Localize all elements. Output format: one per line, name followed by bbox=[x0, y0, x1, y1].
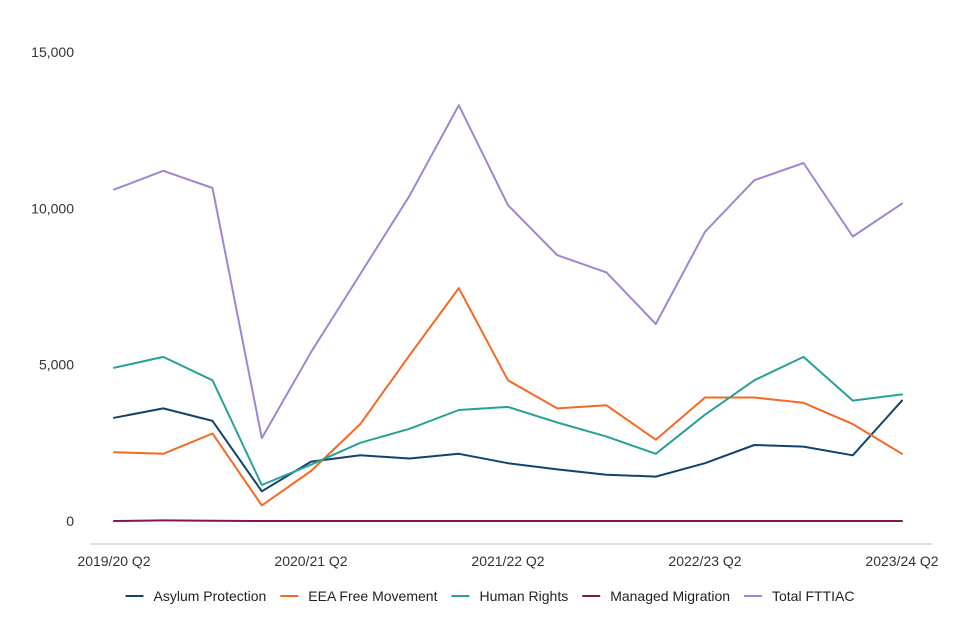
legend-item-total-fttiac: Total FTTIAC bbox=[744, 588, 854, 604]
legend: Asylum Protection EEA Free Movement Human … bbox=[125, 588, 854, 604]
y-axis-tick-labels: 0 5,000 10,000 15,000 bbox=[31, 44, 74, 529]
legend-item-human-rights: Human Rights bbox=[451, 588, 569, 604]
y-tick-label: 0 bbox=[66, 513, 74, 529]
legend-label: Asylum Protection bbox=[154, 588, 267, 604]
x-tick-label: 2023/24 Q2 bbox=[865, 553, 938, 569]
legend-label: EEA Free Movement bbox=[308, 588, 437, 604]
legend-item-eea-free-movement: EEA Free Movement bbox=[280, 588, 438, 604]
legend-item-asylum-protection: Asylum Protection bbox=[125, 588, 267, 604]
x-tick-label: 2020/21 Q2 bbox=[274, 553, 347, 569]
legend-label: Total FTTIAC bbox=[772, 588, 854, 604]
x-tick-label: 2019/20 Q2 bbox=[77, 553, 150, 569]
series-line-human-rights bbox=[113, 355, 903, 486]
y-tick-label: 5,000 bbox=[39, 357, 74, 373]
x-axis-tick-labels: 2019/20 Q2 2020/21 Q2 2021/22 Q2 2022/23 Q2… bbox=[77, 553, 938, 569]
series-line-eea-free-movement bbox=[113, 287, 903, 507]
series-line-total-fttiac bbox=[113, 104, 903, 440]
y-tick-label: 15,000 bbox=[31, 44, 74, 60]
legend-label: Managed Migration bbox=[610, 588, 730, 604]
legend-item-managed-migration: Managed Migration bbox=[582, 588, 730, 604]
series-line-asylum-protection bbox=[113, 399, 903, 493]
series-lines bbox=[113, 104, 903, 522]
legend-label: Human Rights bbox=[480, 588, 569, 604]
series-line-managed-migration bbox=[113, 519, 903, 522]
x-tick-label: 2022/23 Q2 bbox=[668, 553, 741, 569]
y-tick-label: 10,000 bbox=[31, 200, 74, 216]
x-tick-label: 2021/22 Q2 bbox=[471, 553, 544, 569]
